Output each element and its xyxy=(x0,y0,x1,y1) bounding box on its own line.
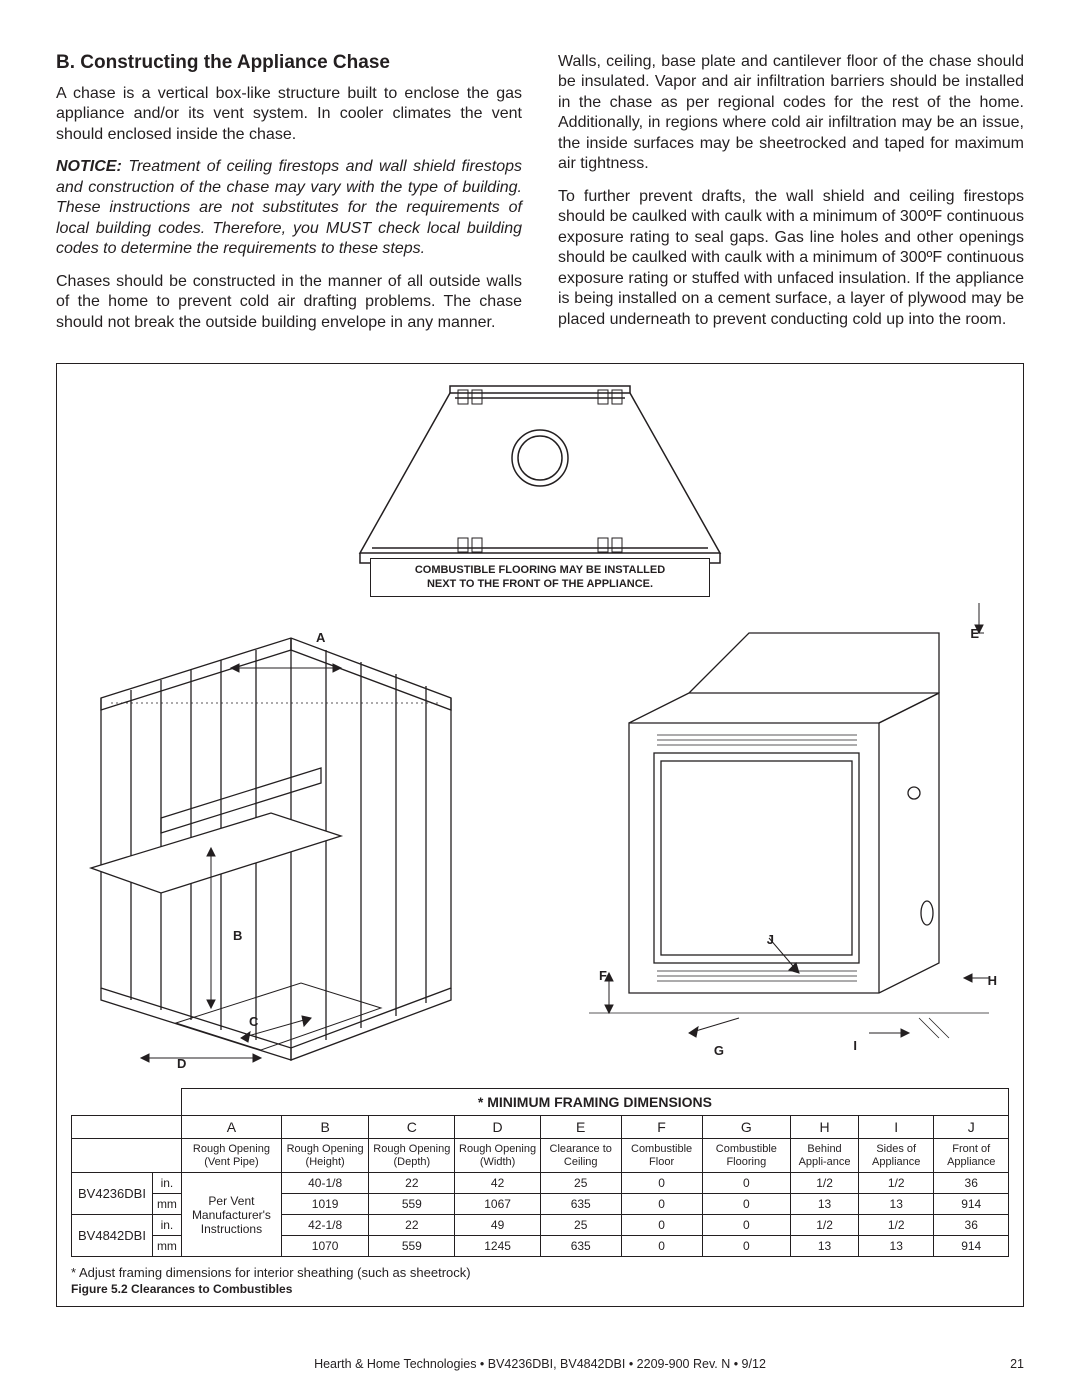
col-desc: Rough Opening (Width) xyxy=(455,1139,540,1173)
col-letter: D xyxy=(455,1116,540,1139)
cell: 0 xyxy=(702,1173,791,1194)
col-letter: C xyxy=(369,1116,455,1139)
col-letter: F xyxy=(621,1116,702,1139)
notice-label: NOTICE: xyxy=(56,158,122,175)
col-desc: Rough Opening (Vent Pipe) xyxy=(181,1139,281,1173)
para-2: Chases should be constructed in the mann… xyxy=(56,272,522,333)
dimensions-table: * MINIMUM FRAMING DIMENSIONS A B C D E F… xyxy=(71,1088,1009,1257)
cell: 22 xyxy=(369,1215,455,1236)
notice-text: Treatment of ceiling firestops and wall … xyxy=(56,158,522,257)
cell: 635 xyxy=(540,1236,621,1257)
cell: 914 xyxy=(934,1236,1009,1257)
unit-cell: mm xyxy=(152,1236,181,1257)
col-letter: H xyxy=(791,1116,859,1139)
top-appliance-diagram xyxy=(300,378,780,588)
cell: 0 xyxy=(621,1173,702,1194)
cell: 0 xyxy=(702,1215,791,1236)
figure-box: COMBUSTIBLE FLOORING MAY BE INSTALLED NE… xyxy=(56,363,1024,1307)
unit-cell: in. xyxy=(152,1173,181,1194)
cell: 1/2 xyxy=(791,1215,859,1236)
cell: 1019 xyxy=(281,1194,368,1215)
table-row: BV4236DBI in. Per Vent Manufacturer's In… xyxy=(72,1173,1009,1194)
col-letter: J xyxy=(934,1116,1009,1139)
col-desc: Clearance to Ceiling xyxy=(540,1139,621,1173)
cell: 0 xyxy=(702,1194,791,1215)
col-letter: A xyxy=(181,1116,281,1139)
model-cell: BV4842DBI xyxy=(72,1215,153,1257)
col-letter: B xyxy=(281,1116,368,1139)
notice: NOTICE: Treatment of ceiling firestops a… xyxy=(56,157,522,259)
cell: 40-1/8 xyxy=(281,1173,368,1194)
cell: 49 xyxy=(455,1215,540,1236)
cell: 42-1/8 xyxy=(281,1215,368,1236)
col-desc: Combustible Floor xyxy=(621,1139,702,1173)
cell: 42 xyxy=(455,1173,540,1194)
section-heading: B. Constructing the Appliance Chase xyxy=(56,52,522,74)
cell: 13 xyxy=(858,1236,933,1257)
cell: 25 xyxy=(540,1215,621,1236)
col-desc: Sides of Appliance xyxy=(858,1139,933,1173)
label-j: J xyxy=(767,932,774,947)
label-c: C xyxy=(249,1014,258,1029)
col-letter: E xyxy=(540,1116,621,1139)
flooring-note-box: COMBUSTIBLE FLOORING MAY BE INSTALLED NE… xyxy=(370,558,710,597)
cell: 559 xyxy=(369,1194,455,1215)
label-a: A xyxy=(316,630,325,645)
vent-note: Per Vent Manufacturer's Instructions xyxy=(181,1173,281,1257)
cell: 559 xyxy=(369,1236,455,1257)
unit-cell: in. xyxy=(152,1215,181,1236)
cell: 22 xyxy=(369,1173,455,1194)
cell: 635 xyxy=(540,1194,621,1215)
label-e: E xyxy=(970,626,979,641)
cell: 0 xyxy=(621,1215,702,1236)
label-f: F xyxy=(599,968,607,983)
cell: 1/2 xyxy=(791,1173,859,1194)
diagram-area: COMBUSTIBLE FLOORING MAY BE INSTALLED NE… xyxy=(71,378,1009,1088)
cell: 1070 xyxy=(281,1236,368,1257)
note-line1: COMBUSTIBLE FLOORING MAY BE INSTALLED xyxy=(415,564,665,576)
para-1: A chase is a vertical box-like structure… xyxy=(56,84,522,145)
cell: 13 xyxy=(858,1194,933,1215)
cell: 36 xyxy=(934,1215,1009,1236)
para-3: Walls, ceiling, base plate and cantileve… xyxy=(558,52,1024,175)
label-d: D xyxy=(177,1056,186,1071)
unit-cell: mm xyxy=(152,1194,181,1215)
cell: 13 xyxy=(791,1236,859,1257)
cell: 0 xyxy=(621,1194,702,1215)
cell: 1067 xyxy=(455,1194,540,1215)
cell: 13 xyxy=(791,1194,859,1215)
note-line2: NEXT TO THE FRONT OF THE APPLIANCE. xyxy=(427,578,653,590)
cell: 1/2 xyxy=(858,1173,933,1194)
table-footnote: * Adjust framing dimensions for interior… xyxy=(71,1265,1009,1280)
figure-caption: Figure 5.2 Clearances to Combustibles xyxy=(71,1282,1009,1296)
page-footer: Hearth & Home Technologies • BV4236DBI, … xyxy=(0,1357,1080,1371)
col-desc: Rough Opening (Height) xyxy=(281,1139,368,1173)
label-g: G xyxy=(714,1043,724,1058)
appliance-diagram xyxy=(569,593,1019,1093)
col-desc: Combustible Flooring xyxy=(702,1139,791,1173)
cell: 1245 xyxy=(455,1236,540,1257)
page-number: 21 xyxy=(1010,1357,1024,1371)
cell: 1/2 xyxy=(858,1215,933,1236)
col-letter: G xyxy=(702,1116,791,1139)
col-desc: Rough Opening (Depth) xyxy=(369,1139,455,1173)
cell: 25 xyxy=(540,1173,621,1194)
label-b: B xyxy=(233,928,242,943)
cell: 0 xyxy=(702,1236,791,1257)
cell: 914 xyxy=(934,1194,1009,1215)
col-letter: I xyxy=(858,1116,933,1139)
label-h: H xyxy=(988,973,997,988)
col-desc: Front of Appliance xyxy=(934,1139,1009,1173)
framing-diagram xyxy=(61,608,521,1088)
para-4: To further prevent drafts, the wall shie… xyxy=(558,187,1024,330)
label-i: I xyxy=(853,1038,857,1053)
model-cell: BV4236DBI xyxy=(72,1173,153,1215)
cell: 0 xyxy=(621,1236,702,1257)
col-desc: Behind Appli-ance xyxy=(791,1139,859,1173)
cell: 36 xyxy=(934,1173,1009,1194)
